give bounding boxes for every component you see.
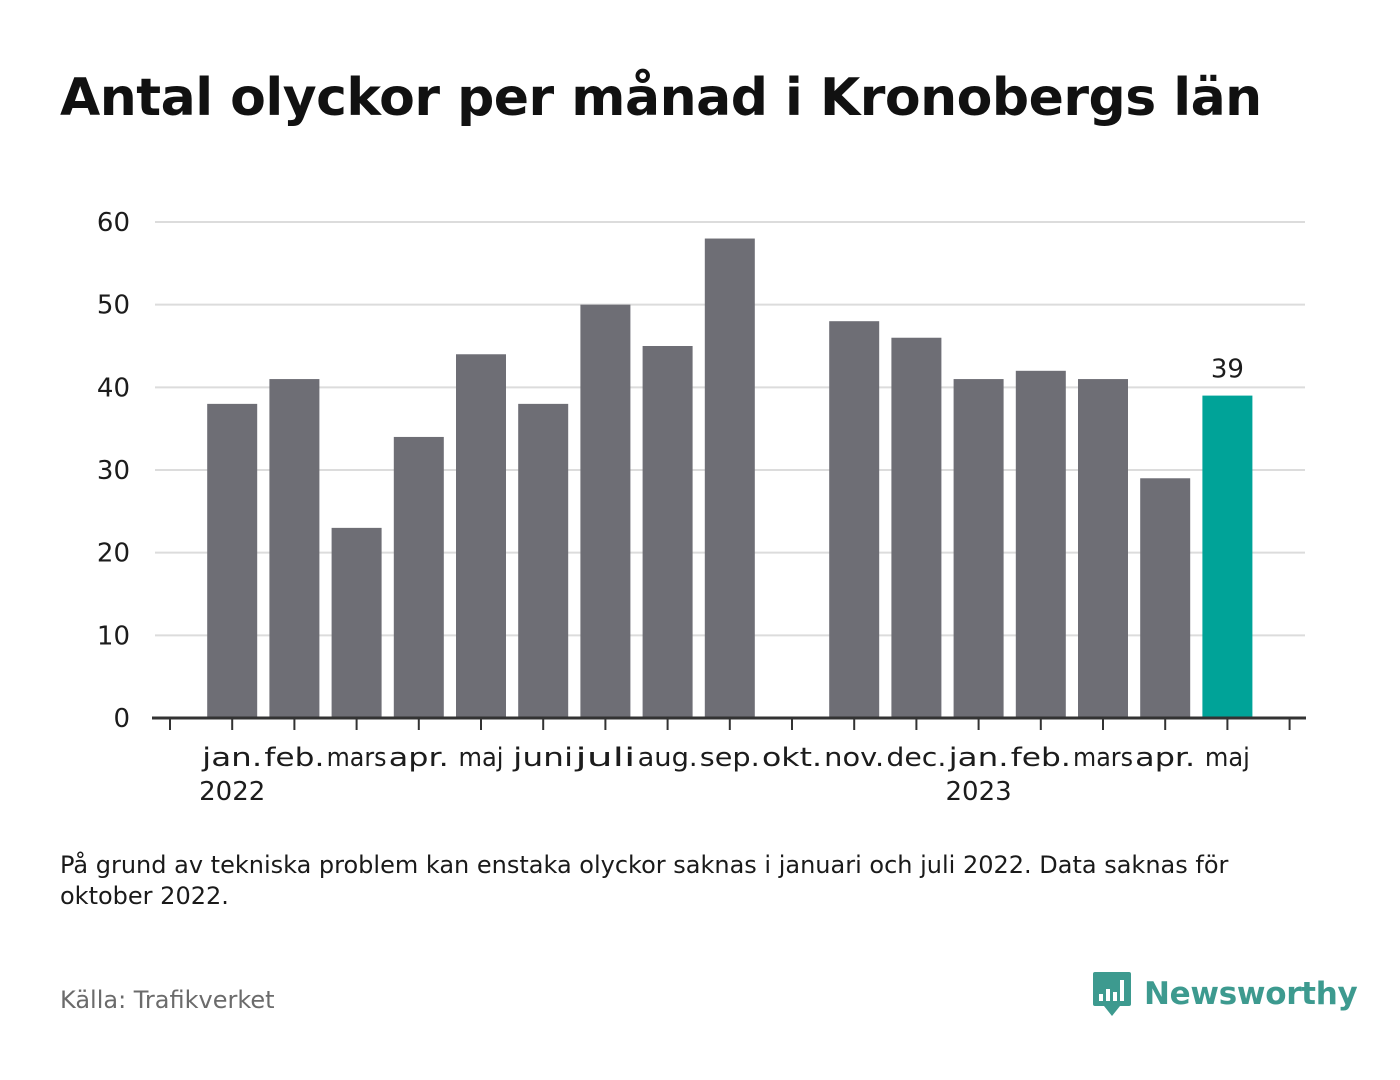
y-tick-label: 30 <box>97 456 130 486</box>
x-tick-label: mars <box>1073 743 1133 773</box>
x-year-label: 2023 <box>946 777 1012 807</box>
y-axis-ticks: 0 10 20 30 40 50 60 <box>97 208 130 734</box>
x-tick-label: feb. <box>1011 743 1071 773</box>
bar <box>1140 478 1191 718</box>
x-tick-label: maj <box>459 743 504 773</box>
bar <box>580 304 631 718</box>
bar <box>207 403 258 718</box>
brand-name: Newsworthy <box>1144 976 1358 1012</box>
y-tick-label: 60 <box>97 208 130 238</box>
x-tick-label: juni <box>512 743 573 773</box>
y-tick-label: 10 <box>97 621 130 651</box>
bar <box>1015 370 1066 718</box>
x-tick-label: feb. <box>264 743 324 773</box>
x-tick-label: apr. <box>1135 743 1195 773</box>
bar <box>1078 379 1128 718</box>
y-tick-label: 20 <box>97 539 130 569</box>
bar <box>269 379 320 718</box>
y-tick-label: 40 <box>97 373 130 403</box>
x-tick-label: okt. <box>762 743 822 773</box>
x-tick-label: jan. <box>947 743 1008 773</box>
source-text: Källa: Trafikverket <box>60 986 275 1014</box>
x-tick-label: sep. <box>700 743 760 773</box>
x-tick-label: jan. <box>201 743 262 773</box>
x-tick-label: mars <box>327 743 387 773</box>
bar <box>704 238 755 719</box>
x-tick-label: dec. <box>886 743 946 773</box>
bar-highlighted <box>1202 395 1253 718</box>
x-tick-label: nov. <box>824 743 884 773</box>
chart-note: På grund av tekniska problem kan enstaka… <box>60 851 1229 910</box>
brand-logo: Newsworthy <box>1092 970 1358 1018</box>
y-tick-label: 0 <box>113 704 130 734</box>
x-tick-label: maj <box>1205 743 1250 773</box>
y-tick-label: 50 <box>97 291 130 321</box>
bar <box>829 321 880 718</box>
bar <box>642 346 693 718</box>
data-label: 39 <box>1211 355 1244 385</box>
bar <box>331 527 382 718</box>
x-axis <box>152 716 1306 730</box>
chart-title: Antal olyckor per månad i Kronobergs län <box>60 68 1262 128</box>
bar <box>393 436 444 718</box>
bar <box>456 354 506 718</box>
x-year-label: 2022 <box>199 777 265 807</box>
bar-chart-speech-bubble-icon <box>1093 972 1131 1016</box>
x-tick-label: juli <box>574 743 636 773</box>
x-tick-label: apr. <box>389 743 449 773</box>
x-tick-label: aug. <box>638 743 698 773</box>
bar <box>953 379 1004 718</box>
x-axis-labels: jan. feb. mars apr. maj juni juli aug. sep. okt. n… <box>199 743 1250 807</box>
bar <box>518 403 569 718</box>
bar <box>891 337 942 718</box>
bars: 39 <box>207 238 1253 719</box>
